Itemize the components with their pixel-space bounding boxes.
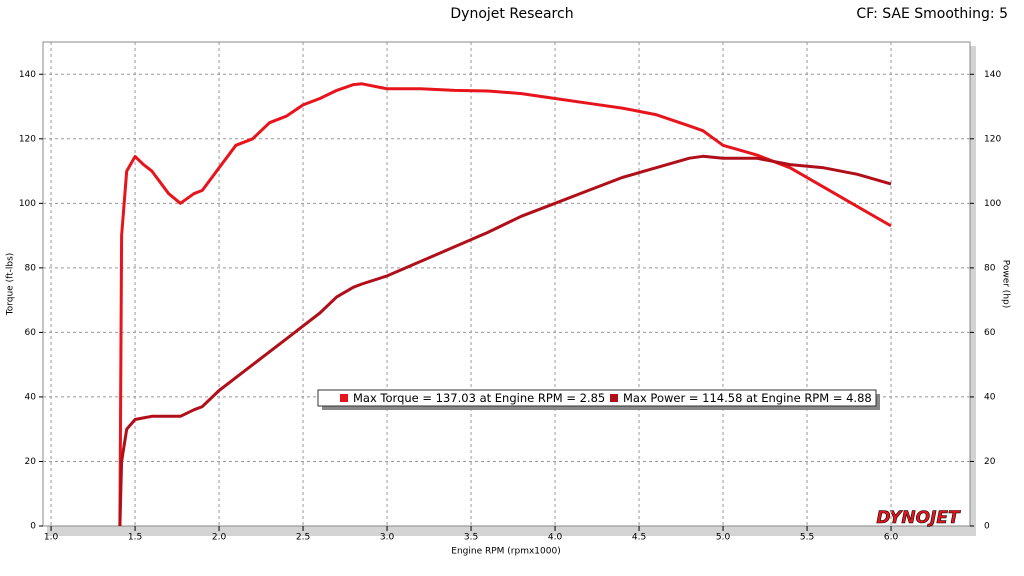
y2-tick-label: 120 xyxy=(984,134,1001,144)
series-line xyxy=(118,82,892,527)
y2-tick-label: 80 xyxy=(984,263,996,273)
x-tick-label: 3.5 xyxy=(464,533,478,543)
legend-swatch xyxy=(610,394,618,402)
y2-tick-label: 140 xyxy=(984,70,1001,80)
x-tick-label: 2.5 xyxy=(296,533,310,543)
x-tick-label: 6.0 xyxy=(884,533,899,543)
x-tick-label: 5.5 xyxy=(800,533,814,543)
y-tick-label: 0 xyxy=(30,522,36,532)
x-tick-label: 4.5 xyxy=(632,533,646,543)
x-tick-label: 4.0 xyxy=(548,533,563,543)
y-axis-label: Torque (ft-lbs) xyxy=(6,253,16,317)
x-tick-label: 2.0 xyxy=(212,533,227,543)
x-axis-label: Engine RPM (rpmx1000) xyxy=(451,547,560,557)
legend-label: Max Power = 114.58 at Engine RPM = 4.88 xyxy=(623,391,872,405)
logo: DYNOJET xyxy=(876,508,961,528)
y2-tick-label: 40 xyxy=(984,392,996,402)
legend-swatch xyxy=(340,394,348,402)
y2-tick-label: 100 xyxy=(984,199,1001,209)
plot-area xyxy=(42,41,971,527)
y-tick-label: 20 xyxy=(25,457,37,467)
y2-tick-label: 60 xyxy=(984,328,996,338)
chart-title: Dynojet Research xyxy=(450,6,573,22)
legend-label: Max Torque = 137.03 at Engine RPM = 2.85 xyxy=(353,391,605,405)
plot-layer: 0 20 40 60 80 100 120 140 0 20 40 60 80 100 120 140 1.0 1… xyxy=(19,42,1001,543)
x-tick-label: 5.0 xyxy=(716,533,731,543)
x-tick-label: 1.0 xyxy=(44,533,59,543)
y2-tick-label: 0 xyxy=(984,522,990,532)
legend: Max Torque = 137.03 at Engine RPM = 2.85… xyxy=(317,389,880,410)
y-tick-label: 60 xyxy=(25,328,37,338)
series-line xyxy=(118,154,892,527)
y-tick-label: 100 xyxy=(19,199,36,209)
y2-tick-label: 20 xyxy=(984,457,996,467)
chart-subtitle: CF: SAE Smoothing: 5 xyxy=(856,6,1008,22)
y-tick-label: 120 xyxy=(19,134,36,144)
y-tick-label: 80 xyxy=(25,263,37,273)
y2-axis-label: Power (hp) xyxy=(1001,260,1011,309)
legend-box xyxy=(317,389,877,407)
y-tick-label: 40 xyxy=(25,392,37,402)
y-tick-label: 140 xyxy=(19,70,36,80)
x-tick-label: 3.0 xyxy=(380,533,395,543)
x-tick-label: 1.5 xyxy=(128,533,142,543)
